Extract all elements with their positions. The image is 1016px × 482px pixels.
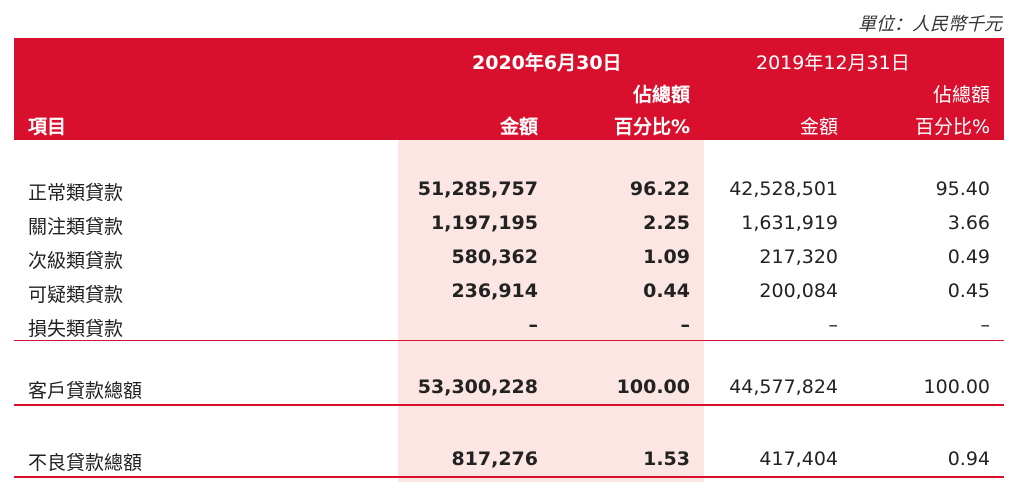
total-amount-2019: 44,577,824 <box>729 376 838 398</box>
total-row: 客戶貸款總額 53,300,228 100.00 44,577,824 100.… <box>14 376 1004 408</box>
amount-heading-2020: 金額 <box>499 116 538 138</box>
pct-2020: – <box>680 314 691 336</box>
pct-2020: 2.25 <box>643 212 690 234</box>
row-label: 關注類貸款 <box>28 216 124 238</box>
amount-2019: 1,631,919 <box>741 212 838 234</box>
npl-amount-2020: 817,276 <box>451 448 538 470</box>
pct-heading-line1-2019: 佔總額 <box>932 84 990 106</box>
pct-2019: 95.40 <box>935 178 990 200</box>
amount-2020: 1,197,195 <box>431 212 538 234</box>
amount-2020: 580,362 <box>451 246 538 268</box>
pct-2020: 0.44 <box>643 280 690 302</box>
table-row: 正常類貸款 51,285,757 96.22 42,528,501 95.40 <box>14 178 1004 210</box>
subtotal-divider <box>14 340 1004 341</box>
unit-note: 單位：人民幣千元 <box>858 14 1002 35</box>
period-2019-heading: 2019年12月31日 <box>756 52 910 74</box>
table-row: 可疑類貸款 236,914 0.44 200,084 0.45 <box>14 280 1004 312</box>
period-2020-heading: 2020年6月30日 <box>472 52 622 74</box>
npl-amount-2019: 417,404 <box>759 448 838 470</box>
amount-2019: – <box>828 314 839 336</box>
total-pct-2019: 100.00 <box>923 376 990 398</box>
pct-2020: 96.22 <box>629 178 690 200</box>
pct-heading-line2-2020: 百分比% <box>613 116 690 138</box>
pct-2020: 1.09 <box>643 246 690 268</box>
header-current-period-band <box>398 38 704 140</box>
total-pct-2020: 100.00 <box>616 376 690 398</box>
npl-pct-2019: 0.94 <box>947 448 990 470</box>
item-column-heading: 項目 <box>28 116 67 138</box>
pct-2019: 3.66 <box>947 212 990 234</box>
row-label: 正常類貸款 <box>28 182 124 204</box>
pct-2019: – <box>980 314 991 336</box>
amount-heading-2019: 金額 <box>799 116 838 138</box>
row-label: 可疑類貸款 <box>28 284 124 306</box>
amount-2020: 51,285,757 <box>417 178 538 200</box>
table-header: 2020年6月30日 2019年12月31日 佔總額 佔總額 項目 金額 百分比… <box>14 38 1004 140</box>
current-period-highlight <box>398 140 704 482</box>
amount-2020: 236,914 <box>451 280 538 302</box>
pct-heading-line1-2020: 佔總額 <box>632 84 690 106</box>
table-row: 損失類貸款 – – – – <box>14 314 1004 346</box>
bottom-divider <box>14 476 1004 478</box>
amount-2019: 217,320 <box>759 246 838 268</box>
pct-2019: 0.45 <box>947 280 990 302</box>
row-label: 損失類貸款 <box>28 318 124 340</box>
npl-label: 不良貸款總額 <box>28 452 143 474</box>
amount-2019: 200,084 <box>759 280 838 302</box>
total-amount-2020: 53,300,228 <box>417 376 538 398</box>
amount-2020: – <box>528 314 539 336</box>
npl-row: 不良貸款總額 817,276 1.53 417,404 0.94 <box>14 448 1004 480</box>
npl-pct-2020: 1.53 <box>643 448 690 470</box>
table-row: 關注類貸款 1,197,195 2.25 1,631,919 3.66 <box>14 212 1004 244</box>
row-label: 次級類貸款 <box>28 250 124 272</box>
pct-2019: 0.49 <box>947 246 990 268</box>
total-label: 客戶貸款總額 <box>28 380 143 402</box>
amount-2019: 42,528,501 <box>729 178 838 200</box>
table-row: 次級類貸款 580,362 1.09 217,320 0.49 <box>14 246 1004 278</box>
pct-heading-line2-2019: 百分比% <box>914 116 990 138</box>
total-divider <box>14 404 1004 406</box>
